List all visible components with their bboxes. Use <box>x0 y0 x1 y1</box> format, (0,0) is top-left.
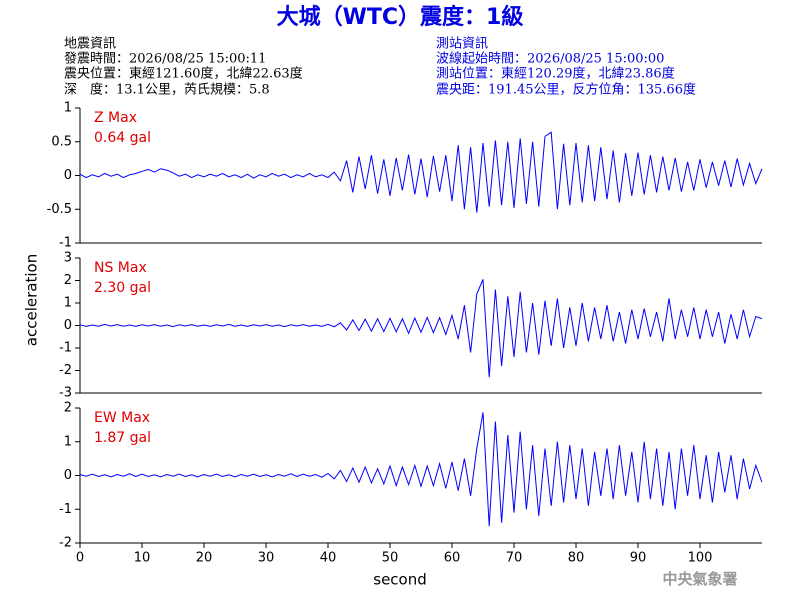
info-right: 震央距：191.45公里，反方位角：135.66度 <box>436 82 696 98</box>
y-tick-label: 0 <box>64 318 72 333</box>
y-tick-label: 1 <box>64 296 72 311</box>
max-annotation: EW Max <box>94 410 150 426</box>
y-tick-label: 2 <box>64 273 72 288</box>
x-tick-label: 20 <box>196 551 213 566</box>
x-tick-label: 70 <box>506 551 523 566</box>
max-annotation: Z Max <box>94 110 137 126</box>
waveform <box>79 131 763 213</box>
waveform <box>79 412 763 527</box>
x-tick-label: 0 <box>76 551 84 566</box>
info-right: 測站資訊 <box>436 37 488 52</box>
x-tick-label: 60 <box>444 551 461 566</box>
x-tick-label: 90 <box>630 551 647 566</box>
y-tick-label: 1 <box>64 434 72 449</box>
waveform <box>79 279 763 378</box>
max-annotation: NS Max <box>94 260 147 276</box>
y-tick-label: 0.5 <box>51 134 72 149</box>
y-tick-label: -2 <box>59 536 72 551</box>
info-left: 地震資訊 <box>64 37 116 52</box>
x-tick-label: 10 <box>134 551 151 566</box>
y-tick-label: 1 <box>64 101 72 116</box>
y-tick-label: -0.5 <box>47 202 72 217</box>
info-left: 震央位置：東經121.60度，北緯22.63度 <box>64 66 303 82</box>
x-tick-label: 30 <box>258 551 275 566</box>
x-axis-label: second <box>373 571 427 589</box>
max-annotation: 2.30 gal <box>94 280 151 296</box>
info-left: 深 度：13.1公里，芮氏規模：5.8 <box>64 82 270 98</box>
y-tick-label: 0 <box>64 168 72 183</box>
max-annotation: 0.64 gal <box>94 130 151 146</box>
info-right: 波線起始時間：2026/08/25 15:00:00 <box>436 51 664 67</box>
y-tick-label: 3 <box>64 251 72 266</box>
y-tick-label: -2 <box>59 363 72 378</box>
y-tick-label: 0 <box>64 468 72 483</box>
title: 大城（WTC）震度：1級 <box>277 4 524 30</box>
max-annotation: 1.87 gal <box>94 430 151 446</box>
x-tick-label: 40 <box>320 551 337 566</box>
info-right: 測站位置：東經120.29度，北緯23.86度 <box>436 66 675 82</box>
footer: 中央氣象署 <box>662 570 737 588</box>
x-tick-label: 100 <box>688 551 713 566</box>
y-tick-label: -1 <box>59 502 72 517</box>
y-tick-label: -1 <box>59 341 72 356</box>
y-tick-label: -3 <box>59 386 72 401</box>
x-tick-label: 80 <box>568 551 585 566</box>
y-tick-label: -1 <box>59 236 72 251</box>
y-axis-label: acceleration <box>23 254 41 346</box>
x-tick-label: 50 <box>382 551 399 566</box>
y-tick-label: 2 <box>64 401 72 416</box>
info-left: 發震時間：2026/08/25 15:00:11 <box>64 52 266 67</box>
